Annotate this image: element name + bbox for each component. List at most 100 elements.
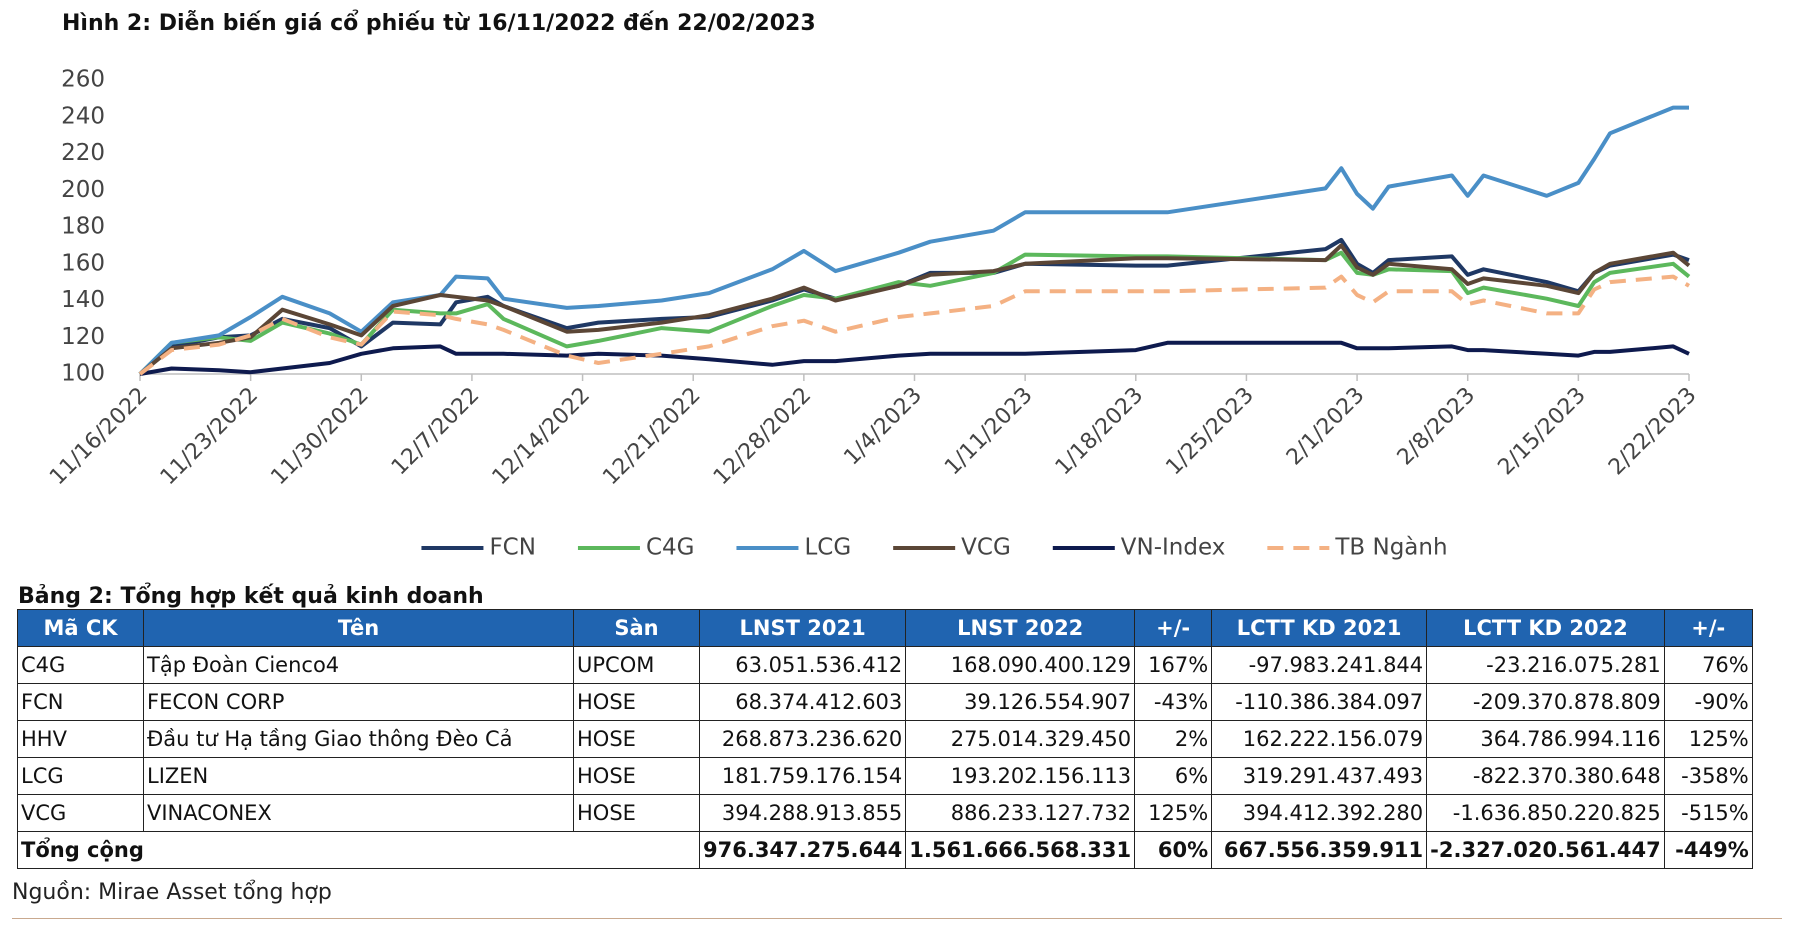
table-cell: 2% — [1134, 720, 1213, 758]
table-cell: -23.216.075.281 — [1426, 646, 1665, 684]
table-cell: 68.374.412.603 — [698, 683, 907, 721]
x-tick-label: 12/7/2022 — [387, 383, 484, 480]
table-cell: VINACONEX — [143, 794, 574, 832]
column-header: LNST 2022 — [905, 609, 1136, 647]
legend-label: VN-Index — [1121, 535, 1226, 561]
series-line — [138, 250, 1691, 376]
table-cell: 162.222.156.079 — [1211, 720, 1428, 758]
total-cell: 1.561.666.568.331 — [905, 831, 1136, 869]
table-cell: -1.636.850.220.825 — [1426, 794, 1665, 832]
x-tick-label: 11/23/2022 — [156, 383, 263, 490]
series-line — [138, 105, 1689, 376]
table-cell: -110.386.384.097 — [1211, 683, 1428, 721]
total-cell: 60% — [1134, 831, 1213, 869]
header-row: Mã CK Tên Sàn LNST 2021 LNST 2022 +/- LCTT KD … — [17, 609, 1753, 647]
table-cell: LCG — [17, 757, 144, 795]
total-cell: 667.556.359.911 — [1211, 831, 1428, 869]
legend-label: TB Ngành — [1334, 535, 1447, 561]
total-row: Tổng cộng 976.347.275.644 1.561.666.568.33… — [17, 831, 1753, 869]
total-cell: -2.327.020.561.447 — [1426, 831, 1665, 869]
column-header: +/- — [1663, 609, 1753, 647]
table-row: HHV Đầu tư Hạ tầng Giao thông Đèo Cả HOSE 2… — [17, 720, 1753, 758]
table-cell: 125% — [1134, 794, 1213, 832]
table-cell: -90% — [1663, 683, 1753, 721]
table-cell: 275.014.329.450 — [905, 720, 1136, 758]
total-label: Tổng cộng — [17, 831, 700, 869]
table-cell: FCN — [17, 683, 144, 721]
table-cell: HOSE — [573, 683, 700, 721]
table-cell: Đầu tư Hạ tầng Giao thông Đèo Cả — [143, 720, 574, 758]
y-tick-label: 220 — [61, 140, 105, 166]
x-tick-label: 1/25/2023 — [1161, 383, 1258, 480]
series-line — [138, 243, 1691, 376]
chart: Hình 2: Diễn biến giá cổ phiếu từ 16/11/… — [45, 10, 1701, 561]
legend: FCN C4G LCG VCG VN-Index TB Ngành — [421, 535, 1448, 561]
table-row: LCG LIZEN HOSE 181.759.176.154 193.202.156.1… — [17, 757, 1753, 795]
table-cell: UPCOM — [573, 646, 700, 684]
series-line — [138, 274, 1691, 376]
series-line — [139, 340, 1690, 376]
legend-label: C4G — [646, 535, 695, 561]
table-cell: HOSE — [573, 794, 700, 832]
table: Mã CK Tên Sàn LNST 2021 LNST 2022 +/- LCTT KD … — [17, 609, 1753, 869]
table-cell: 268.873.236.620 — [698, 720, 907, 758]
x-tick-label: 2/8/2023 — [1393, 383, 1481, 471]
table-cell: 76% — [1663, 646, 1753, 684]
table-row: C4G Tập Đoàn Cienco4 UPCOM 63.051.536.412 16… — [17, 646, 1753, 684]
table-cell: HOSE — [573, 720, 700, 758]
column-header: Sàn — [573, 609, 700, 647]
table-cell: 886.233.127.732 — [905, 794, 1136, 832]
column-header: +/- — [1134, 609, 1213, 647]
table-row: FCN FECON CORP HOSE 68.374.412.603 39.126.55… — [17, 683, 1753, 721]
legend-label: VCG — [961, 535, 1011, 561]
table-cell: -358% — [1663, 757, 1753, 795]
column-header: Mã CK — [17, 609, 144, 647]
table-cell: 394.412.392.280 — [1211, 794, 1428, 832]
table-cell: -97.983.241.844 — [1211, 646, 1428, 684]
table-cell: 167% — [1134, 646, 1213, 684]
table-cell: FECON CORP — [143, 683, 574, 721]
table-cell: 63.051.536.412 — [698, 646, 907, 684]
y-tick-label: 140 — [61, 287, 105, 313]
table-cell: 319.291.437.493 — [1211, 757, 1428, 795]
table-cell: -209.370.878.809 — [1426, 683, 1665, 721]
x-tick-label: 1/11/2023 — [940, 383, 1037, 480]
x-tick-label: 2/1/2023 — [1282, 383, 1370, 471]
table-cell: 394.288.913.855 — [698, 794, 907, 832]
table-cell: -515% — [1663, 794, 1753, 832]
column-header: Tên — [143, 609, 574, 647]
table-cell: VCG — [17, 794, 144, 832]
column-header: LNST 2021 — [698, 609, 907, 647]
divider — [12, 918, 1782, 919]
y-tick-label: 200 — [61, 177, 105, 203]
table-cell: HHV — [17, 720, 144, 758]
table-row: VCG VINACONEX HOSE 394.288.913.855 886.233.1… — [17, 794, 1753, 832]
x-tick-label: 12/28/2022 — [709, 383, 816, 490]
table-cell: Tập Đoàn Cienco4 — [143, 646, 574, 684]
x-tick-label: 12/14/2022 — [488, 383, 595, 490]
y-tick-label: 100 — [61, 361, 105, 387]
x-tick-label: 12/21/2022 — [598, 383, 705, 490]
x-tick-label: 1/18/2023 — [1051, 383, 1148, 480]
legend-label: FCN — [489, 535, 536, 561]
total-cell: -449% — [1663, 831, 1753, 869]
y-tick-label: 240 — [61, 103, 105, 129]
chart-title: Hình 2: Diễn biến giá cổ phiếu từ 16/11/… — [62, 10, 816, 36]
table-cell: LIZEN — [143, 757, 574, 795]
y-tick-label: 180 — [61, 214, 105, 240]
column-header: LCTT KD 2022 — [1426, 609, 1665, 647]
table-cell: 193.202.156.113 — [905, 757, 1136, 795]
y-tick-label: 120 — [61, 324, 105, 350]
x-tick-label: 2/15/2023 — [1493, 383, 1590, 480]
source-note: Nguồn: Mirae Asset tổng hợp — [12, 880, 332, 905]
table-cell: 364.786.994.116 — [1426, 720, 1665, 758]
table-cell: C4G — [17, 646, 144, 684]
y-tick-label: 260 — [61, 67, 105, 93]
column-header: LCTT KD 2021 — [1211, 609, 1428, 647]
y-tick-label: 160 — [61, 250, 105, 276]
x-tick-label: 11/30/2022 — [266, 383, 373, 490]
total-cell: 976.347.275.644 — [698, 831, 907, 869]
table-title: Bảng 2: Tổng hợp kết quả kinh doanh — [18, 584, 484, 609]
x-tick-label: 11/16/2022 — [45, 383, 152, 490]
